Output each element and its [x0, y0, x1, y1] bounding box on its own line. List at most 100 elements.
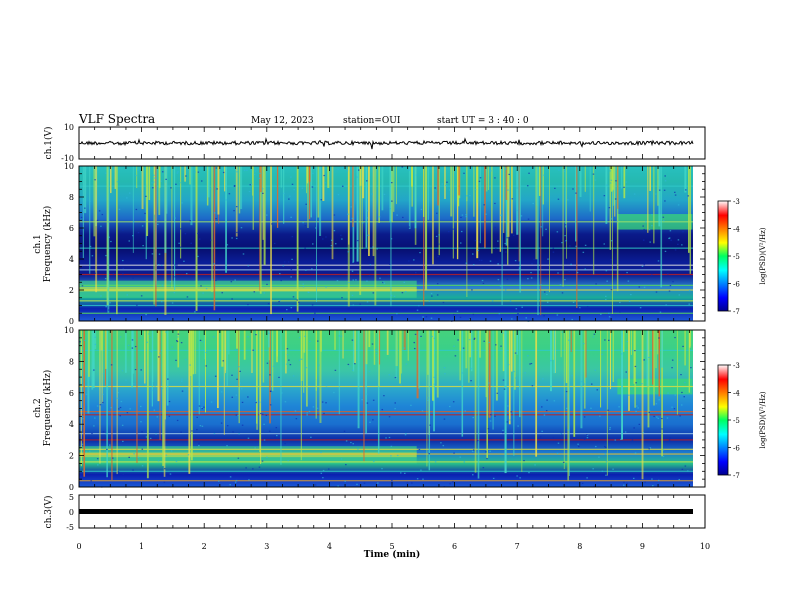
spec2-sferic	[225, 330, 227, 374]
spec1-noise	[225, 199, 227, 201]
spec1-sferic	[153, 166, 156, 305]
spec1-sferic	[109, 166, 112, 194]
spec1-sferic	[306, 166, 308, 194]
spec1-noise	[575, 192, 577, 194]
spec1-noise	[526, 228, 528, 231]
spec1-noise	[240, 307, 242, 309]
spec1-sferic	[538, 166, 541, 196]
spec2-noise	[519, 477, 521, 479]
spec2-sferic	[628, 330, 630, 411]
spec2-line	[79, 414, 693, 416]
spec1-sferic	[276, 166, 279, 228]
spec2-sferic	[262, 330, 265, 383]
spec2-noise	[381, 408, 384, 411]
spec1-sferic	[84, 166, 87, 214]
spec1-noise	[478, 259, 481, 261]
spec1-noise	[520, 215, 523, 217]
spec1-line	[79, 273, 693, 276]
spec2-noise	[390, 445, 393, 447]
spec1-noise	[346, 170, 349, 172]
spec1-noise	[651, 214, 653, 216]
spec2-noise	[306, 414, 308, 416]
spec2-noise	[168, 400, 171, 403]
spec2-noise	[641, 383, 643, 385]
spec2-noise	[266, 456, 268, 458]
spec2-noise	[151, 389, 153, 391]
spec1-sferic	[252, 166, 254, 196]
spec1-noise	[200, 180, 203, 182]
spec1-noise	[465, 214, 467, 216]
spec1-sferic	[486, 166, 488, 192]
spec1-noise	[226, 244, 229, 246]
spec1-noise	[674, 194, 677, 196]
spec2-noise	[120, 400, 123, 403]
spec2-noise	[347, 363, 350, 366]
spec1-noise	[396, 214, 398, 216]
spec1-noise	[160, 264, 163, 266]
spec1-noise	[194, 171, 196, 173]
spec2-noise	[247, 437, 250, 439]
spec2-noise	[340, 458, 343, 460]
spec1-noise	[359, 303, 361, 305]
time-axis-label: Time (min)	[364, 549, 421, 560]
spec2-noise	[586, 437, 589, 439]
spec1-noise	[98, 210, 101, 212]
spec2-sferic	[612, 330, 614, 383]
spec2-noise	[241, 401, 244, 404]
spec2-sferic	[106, 330, 108, 478]
spec1-sferic	[414, 166, 417, 229]
spec1-sferic	[576, 166, 578, 309]
spec1-noise	[420, 208, 423, 211]
spec2-noise	[464, 410, 467, 412]
spec2-noise	[149, 437, 152, 440]
spec2-noise	[351, 369, 354, 371]
spec1-noise	[628, 300, 631, 302]
spec1-noise	[357, 169, 360, 171]
spec2-noise	[514, 352, 517, 354]
spec2-noise	[189, 364, 191, 366]
spec1-noise	[158, 253, 161, 255]
spec2-sferic	[136, 330, 138, 463]
spec2-noise	[102, 373, 105, 375]
spec2-noise	[365, 393, 368, 395]
spec1-noise	[250, 183, 253, 185]
spec2-noise	[308, 410, 311, 413]
spec1-sferic	[158, 166, 161, 215]
spec2-noise	[235, 414, 238, 416]
spec2-noise	[463, 461, 466, 463]
spec1-noise	[379, 277, 381, 279]
spec2-noise	[433, 376, 435, 378]
spec1-noise	[341, 238, 343, 240]
spec2-noise	[161, 387, 164, 390]
spec2-sferic	[570, 330, 572, 352]
spec2-noise	[218, 480, 220, 482]
spec1-noise	[543, 315, 545, 317]
spec1-noise	[273, 242, 276, 245]
ch2-spectrogram-ylabel-freq: Frequency (kHz)	[42, 370, 53, 447]
spec2-noise	[276, 434, 278, 437]
spec1-sferic	[259, 166, 262, 193]
spec2-noise	[117, 450, 120, 452]
spec2-noise	[400, 472, 402, 474]
spec1-sferic	[372, 166, 375, 257]
spec2-noise	[449, 483, 451, 485]
spec2-noise	[489, 414, 492, 416]
spec1-sferic	[259, 166, 261, 291]
spec2-noise	[284, 401, 287, 403]
spec2-band	[79, 452, 417, 458]
spec1-noise	[282, 265, 285, 267]
spec1-sferic	[511, 166, 513, 202]
spec1-noise	[557, 272, 559, 274]
spec2-noise	[631, 439, 634, 441]
spec2-noise	[652, 485, 654, 487]
spec1-noise	[110, 240, 112, 243]
spec2-noise	[527, 355, 529, 357]
spec1-noise	[258, 177, 261, 180]
spec1-noise	[389, 208, 392, 210]
spec1-sferic	[280, 166, 282, 188]
spec2-noise	[345, 464, 347, 466]
spec1-sferic	[378, 166, 381, 223]
spec1-noise	[154, 177, 156, 179]
spec1-noise	[351, 217, 354, 219]
spec1-noise	[514, 260, 517, 262]
